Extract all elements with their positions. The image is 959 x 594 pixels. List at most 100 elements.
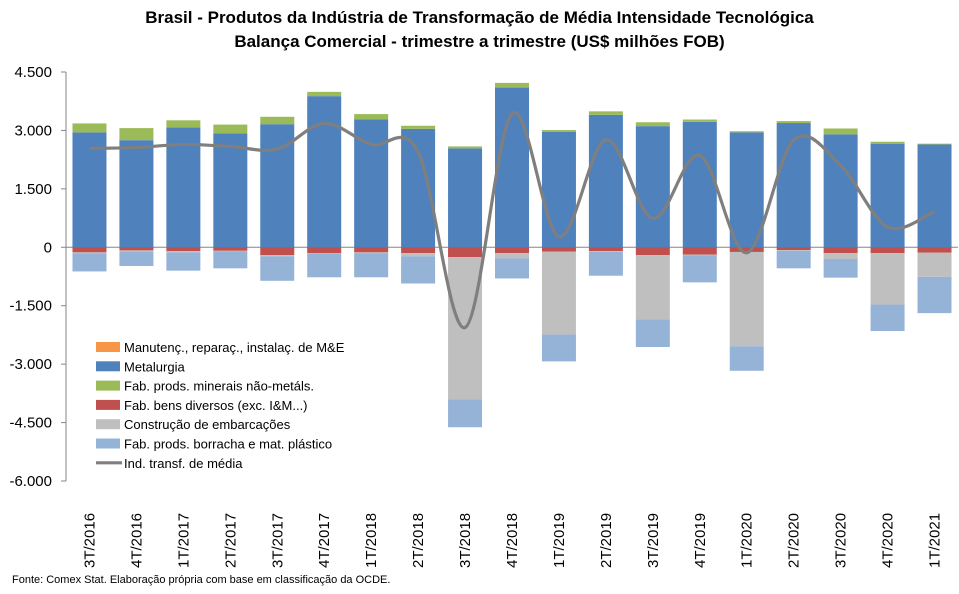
bar-segment [823, 128, 858, 135]
y-tick-label: 0 [44, 239, 52, 256]
x-tick-label: 1T/2020 [739, 513, 756, 568]
bar-segment [729, 131, 764, 133]
bar-segment [119, 140, 154, 248]
x-tick-label: 1T/2018 [363, 513, 380, 568]
x-tick-label: 3T/2016 [81, 513, 98, 568]
bar-segment [729, 132, 764, 248]
bar-segment [401, 253, 436, 257]
bar-segment [635, 247, 670, 256]
bar-segment [260, 256, 295, 281]
legend-swatch [96, 399, 120, 410]
bar-segment [870, 141, 905, 144]
bar-segment [917, 247, 952, 253]
bar-segment [495, 253, 529, 259]
bar-segment [307, 96, 342, 248]
bar-segment [260, 255, 295, 257]
bar-segment [166, 127, 201, 248]
bar-segment [213, 133, 248, 248]
legend-label: Fab. prods. borracha e mat. plástico [124, 437, 332, 452]
x-tick-label: 4T/2018 [504, 513, 521, 568]
bar-segment [213, 247, 248, 251]
chart-title: Brasil - Produtos da Indústria de Transf… [0, 6, 959, 54]
bar-segment [119, 251, 154, 266]
bar-segment [401, 247, 436, 254]
bar-segment [448, 247, 483, 258]
bar-segment [72, 247, 107, 253]
legend-label: Manutenç., reparaç., instalaç. de M&E [124, 340, 345, 355]
bar-segment [166, 120, 201, 128]
bar-segment [213, 124, 248, 134]
x-tick-label: 1T/2019 [551, 513, 568, 568]
bar-segment [588, 247, 623, 252]
y-axis-ticks: 4.500 3.000 1.500 0 -1.500 -3.000 -4.500 -6.000 [9, 64, 66, 490]
bar-segment [260, 247, 295, 256]
x-tick-label: 3T/2020 [833, 513, 850, 568]
bars-layer [72, 82, 952, 428]
chart-title-line2: Balança Comercial - trimestre a trimestr… [234, 32, 725, 51]
bar-segment [823, 253, 858, 259]
bar-segment [448, 146, 483, 149]
bar-segment [541, 247, 576, 252]
bar-segment [307, 253, 342, 278]
y-tick-label: 3.000 [14, 122, 52, 139]
bar-segment [354, 114, 389, 120]
bar-segment [213, 250, 248, 252]
bar-segment [917, 143, 952, 145]
legend-label: Ind. transf. de média [124, 456, 243, 471]
legend-swatch [96, 380, 120, 391]
x-tick-label: 3T/2019 [645, 513, 662, 568]
y-tick-label: -3.000 [9, 356, 52, 373]
bar-segment [870, 304, 905, 332]
x-tick-label: 4T/2020 [880, 513, 897, 568]
bar-segment [635, 122, 670, 127]
bar-segment [588, 114, 623, 248]
y-tick-label: -4.500 [9, 415, 52, 432]
bar-segment [682, 255, 717, 283]
bar-segment [354, 252, 389, 254]
bar-segment [588, 251, 623, 276]
bar-segment [448, 399, 483, 428]
bar-segment [729, 251, 764, 347]
source-note: Fonte: Comex Stat. Elaboração própria co… [12, 574, 391, 586]
bar-segment [682, 247, 717, 255]
legend-label: Fab. prods. minerais não-metáls. [124, 379, 314, 394]
x-tick-label: 2T/2017 [222, 513, 239, 568]
x-tick-label: 4T/2017 [316, 513, 333, 568]
x-tick-label: 1T/2017 [175, 513, 192, 568]
legend-swatch [96, 342, 120, 352]
bar-segment [917, 252, 952, 277]
x-tick-label: 3T/2018 [457, 513, 474, 568]
bar-segment [823, 247, 858, 254]
legend: Manutenç., reparaç., instalaç. de M&E Met… [96, 340, 345, 471]
bar-segment [729, 346, 764, 371]
bar-segment [260, 116, 295, 125]
legend-swatch [96, 419, 120, 430]
y-tick-label: -1.500 [9, 298, 52, 315]
bar-segment [354, 253, 389, 278]
legend-swatch [96, 361, 120, 372]
bar-segment [495, 87, 529, 248]
y-tick-label: 1.500 [14, 181, 52, 198]
x-tick-label: 2T/2018 [410, 513, 427, 568]
bar-segment [307, 91, 342, 97]
bar-segment [682, 254, 717, 256]
bar-segment [635, 319, 670, 348]
x-tick-label: 3T/2017 [269, 513, 286, 568]
bar-segment [635, 126, 670, 248]
bar-segment [870, 247, 905, 254]
bar-segment [588, 111, 623, 115]
bar-segment [776, 121, 811, 124]
bar-segment [495, 258, 529, 279]
series-line [89, 111, 936, 330]
legend-swatch [96, 438, 120, 449]
bar-segment [682, 121, 717, 248]
bar-segment [776, 250, 811, 269]
bar-segment [870, 253, 905, 305]
bar-segment [541, 131, 576, 248]
x-tick-label: 1T/2021 [927, 513, 944, 568]
bar-segment [119, 247, 154, 251]
legend-label: Fab. bens diversos (exc. I&M...) [124, 398, 308, 413]
bar-segment [72, 123, 107, 133]
x-tick-label: 2T/2019 [598, 513, 615, 568]
